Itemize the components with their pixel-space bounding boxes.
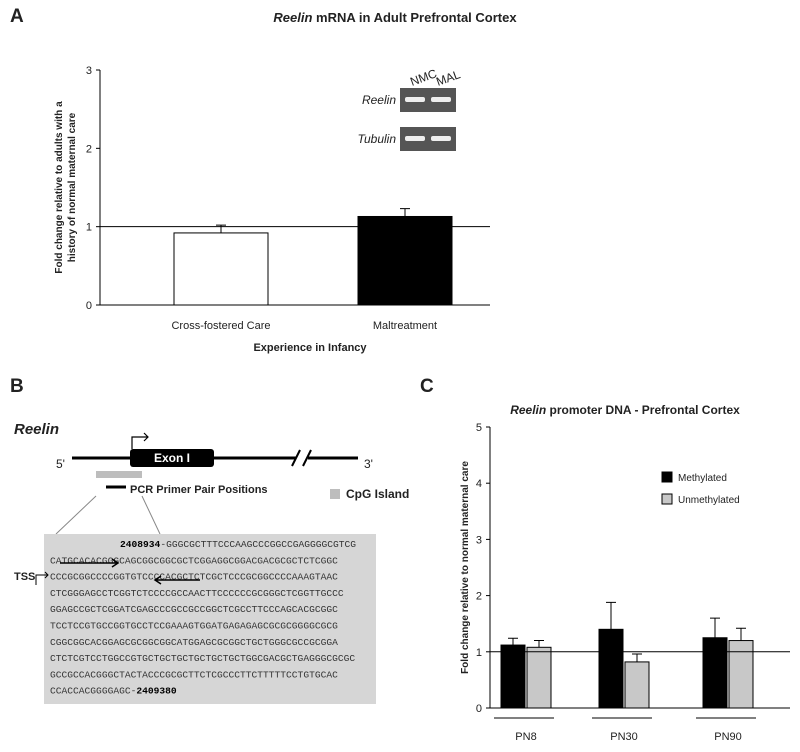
y-tick-label: 1 [86, 222, 92, 234]
sequence: 2408934-GGGCGCTTTCCCAAGCCCGGCCGAGGGGCGTC… [50, 539, 356, 697]
sequence-text: CTCTCGTCCTGGCCGTGCTGCTGCTGCTGCTGCTGGCGAC… [50, 653, 355, 664]
sequence-line: GGAGCCGCTCGGATCGAGCCCGCCGCCGGCTCGCCTTCCC… [50, 604, 338, 615]
bar [702, 637, 728, 709]
sequence-line: CCCGCGGCCCCGGTGTCCCCACGCTCTCGCTCCCGCGGCC… [50, 572, 338, 583]
x-tick-label: Cross-fostered Care [171, 320, 270, 332]
sequence-text: GGAGCCGCTCGGATCGAGCCCGCCGCCGGCTCGCCTTCCC… [50, 604, 338, 615]
y-tick-label: 5 [476, 422, 482, 434]
panel-letter: B [10, 376, 24, 397]
exon-label: Exon I [154, 451, 190, 465]
y-tick-label: 2 [86, 143, 92, 155]
y-axis-label: history of normal maternal care [67, 112, 78, 262]
y-tick-label: 4 [476, 478, 482, 490]
primer-label: PCR Primer Pair Positions [130, 484, 268, 496]
error-bar [710, 617, 720, 638]
cpg-legend-swatch [330, 489, 340, 499]
x-tick-label: Maltreatment [373, 320, 437, 332]
bar [173, 232, 269, 306]
bar [598, 628, 624, 709]
bar [728, 640, 754, 709]
sequence-end: 2409380 [136, 686, 177, 697]
sequence-line: CATGCACACGGGCAGCGGCGGCGCTCGGAGGCGGACGACG… [50, 555, 338, 566]
five-prime: 5' [56, 457, 65, 471]
sequence-text: CCCGCGGCCCCGGTGTCCCCACGCTCTCGCTCCCGCGGCC… [50, 572, 338, 583]
gene-name: Reelin [14, 421, 59, 438]
x-tick-label: PN90 [714, 731, 742, 743]
x-tick-label: PN8 [515, 731, 536, 743]
error-bar [606, 601, 616, 630]
sequence-line: CTCGGGAGCCTCGGTCTCCCCGCCAACTTCCCCCCGCGGG… [50, 588, 344, 599]
title-italic: Reelin [510, 403, 546, 417]
three-prime: 3' [364, 457, 373, 471]
y-tick-label: 0 [476, 703, 482, 715]
sequence-line: CCACCACGGGGAGC-2409380 [50, 686, 177, 697]
x-axis-label: Experience in Infancy [253, 342, 367, 354]
error-bar [508, 637, 518, 646]
zoom-line [141, 495, 161, 535]
sequence-text: GCCGCCACGGGCTACTACCCGCGCTTCTCGCCCTTCTTTT… [50, 669, 338, 680]
tss-label: TSS [14, 571, 35, 583]
chart-title: Reelin mRNA in Adult Prefrontal Cortex [273, 10, 517, 25]
sequence-line: GCCGCCACGGGCTACTACCCGCGCTTCTCGCCCTTCTTTT… [50, 669, 338, 680]
legend-swatch [661, 493, 673, 505]
break-mark [302, 449, 312, 467]
title-text: mRNA in Adult Prefrontal Cortex [316, 10, 517, 25]
error-bar [632, 653, 642, 662]
error-bar [534, 640, 544, 648]
legend-label: Unmethylated [678, 495, 740, 506]
y-tick-label: 2 [476, 591, 482, 603]
y-axis-label: Fold change relative to adults with a [54, 101, 65, 274]
y-tick-label: 3 [86, 65, 92, 77]
tss-arrow [35, 571, 49, 585]
gel-band [431, 97, 451, 102]
title-italic: Reelin [273, 10, 312, 25]
cpg-legend-label: CpG Island [346, 487, 409, 501]
sequence-text: -GGGCGCTTTCCCAAGCCCGGCCGAGGGGCGTCG [160, 539, 356, 550]
y-axis-label: Fold change relative to normal maternal … [460, 461, 471, 674]
tss-arrow [131, 432, 149, 449]
bar [624, 661, 650, 709]
exon-box [130, 449, 214, 467]
cpg-bar [96, 471, 142, 478]
lane-label: MAL [434, 67, 462, 89]
gel-band [431, 136, 451, 141]
sequence-text: CCACCACGGGGAGC- [50, 686, 136, 697]
gel-band [405, 136, 425, 141]
sequence-text: CTCGGGAGCCTCGGTCTCCCCGCCAACTTCCCCCCGCGGG… [50, 588, 344, 599]
sequence-line: TCCTCCGTGCCGGTGCCTCCGAAAGTGGATGAGAGAGCGC… [50, 621, 338, 632]
sequence-text: TCCTCCGTGCCGGTGCCTCCGAAAGTGGATGAGAGAGCGC… [50, 621, 338, 632]
chart-title: Reelin promoter DNA - Prefrontal Cortex [510, 403, 740, 417]
x-tick-label: PN30 [610, 731, 638, 743]
panel-letter: C [420, 376, 434, 397]
error-bar [400, 208, 410, 217]
legend-swatch [661, 471, 673, 483]
y-tick-label: 3 [476, 534, 482, 546]
sequence-line: CTCTCGTCCTGGCCGTGCTGCTGCTGCTGCTGCTGGCGAC… [50, 653, 355, 664]
bar [526, 646, 552, 709]
row-label: Reelin [362, 93, 396, 107]
error-bar [736, 627, 746, 641]
break-mark [291, 449, 301, 467]
sequence-start: 2408934 [120, 539, 161, 550]
y-tick-label: 0 [86, 300, 92, 312]
title-text: promoter DNA - Prefrontal Cortex [550, 403, 741, 417]
sequence-line: 2408934-GGGCGCTTTCCCAAGCCCGGCCGAGGGGCGTC… [120, 539, 356, 550]
legend-label: Methylated [678, 473, 727, 484]
y-tick-label: 1 [476, 647, 482, 659]
primer-arrow [60, 558, 120, 568]
gel-band [405, 97, 425, 102]
sequence-line: CGGCGGCACGGAGCGCGGCGGCATGGAGCGCGGCTGCTGG… [50, 637, 338, 648]
sequence-text: CATGCACACGGGCAGCGGCGGCGCTCGGAGGCGGACGACG… [50, 555, 338, 566]
row-label: Tubulin [358, 132, 397, 146]
sequence-text: CGGCGGCACGGAGCGCGGCGGCATGGAGCGCGGCTGCTGG… [50, 637, 338, 648]
primer-arrow [153, 575, 200, 585]
bar [500, 644, 526, 709]
zoom-line [55, 495, 97, 535]
panel-letter: A [10, 6, 24, 27]
bar [357, 215, 453, 306]
